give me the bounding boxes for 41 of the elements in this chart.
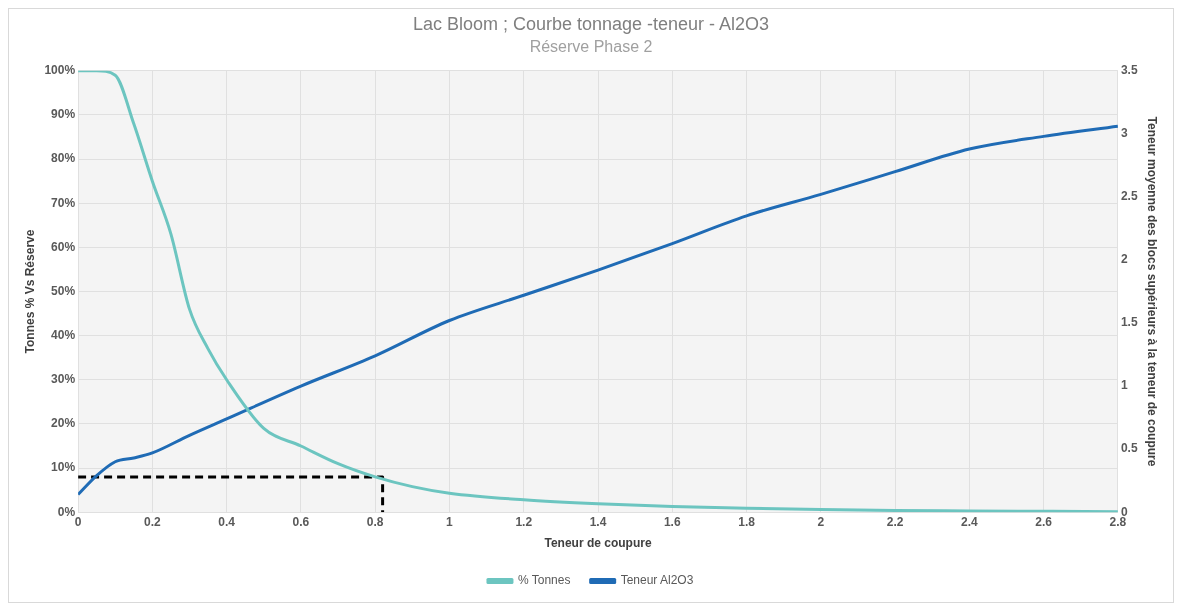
line-series <box>78 70 1118 513</box>
y2-tick-label: 0.5 <box>1120 441 1138 456</box>
y-tick-label: 50% <box>51 283 76 298</box>
y-tick-label: 0% <box>57 504 76 519</box>
y2-tick-label: 1 <box>1120 378 1128 393</box>
legend-label: Teneur Al2O3 <box>620 573 694 588</box>
y2-tick-label: 2 <box>1120 252 1128 267</box>
x-tick-label: 1.8 <box>738 514 756 529</box>
y-tick-label: 20% <box>51 416 76 431</box>
y-axis-title: Tonnes % Vs Réserve <box>22 229 37 354</box>
y-tick-label: 30% <box>51 372 76 387</box>
y-tick-label: 90% <box>51 107 76 122</box>
x-tick-label: 1.4 <box>589 514 607 529</box>
y-tick-label: 10% <box>51 460 76 475</box>
chart-subtitle: Réserve Phase 2 <box>529 37 653 55</box>
legend-label: % Tonnes <box>517 573 571 588</box>
y-tick-label: 80% <box>51 151 76 166</box>
y-tick-label: 60% <box>51 239 76 254</box>
y2-tick-label: 2.5 <box>1120 189 1138 204</box>
x-tick-label: 0.8 <box>366 514 384 529</box>
x-tick-label: 1.6 <box>663 514 681 529</box>
y-tick-label: 70% <box>51 195 76 210</box>
x-tick-label: 2.4 <box>961 514 979 529</box>
y-tick-label: 40% <box>51 327 76 342</box>
x-tick-label: 1.2 <box>515 514 533 529</box>
line-series <box>78 124 1118 497</box>
x-tick-label: 0 <box>74 514 82 529</box>
x-tick-label: 2 <box>817 514 825 529</box>
x-tick-label: 2.6 <box>1035 514 1053 529</box>
y2-tick-label: 3 <box>1120 126 1128 141</box>
x-tick-label: 1 <box>446 514 454 529</box>
y2-axis-title: Teneur moyenne des blocs supérieurs à la teneur de coupure <box>1145 116 1160 467</box>
x-tick-label: 0.6 <box>292 514 310 529</box>
y-tick-label: 100% <box>44 63 76 78</box>
y2-tick-label: 1.5 <box>1120 315 1138 330</box>
x-tick-label: 2.2 <box>886 514 904 529</box>
x-tick-label: 0.2 <box>144 514 162 529</box>
x-tick-label: 0.4 <box>218 514 236 529</box>
y2-tick-label: 3.5 <box>1120 63 1138 78</box>
x-axis-title: Teneur de coupure <box>544 536 652 551</box>
chart-title: Lac Bloom ; Courbe tonnage -teneur - Al2O3 <box>412 13 770 34</box>
